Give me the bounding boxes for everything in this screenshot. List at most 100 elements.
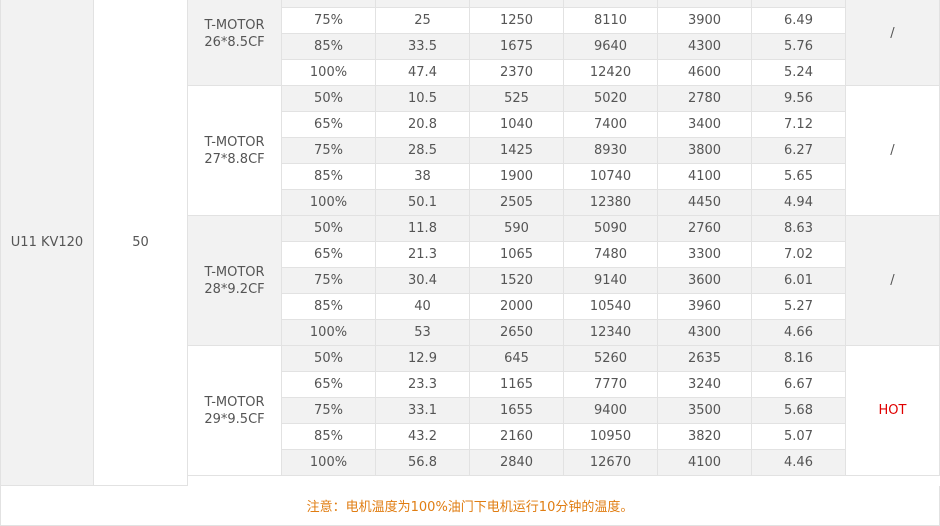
power-cell: 2160 [470,424,564,450]
motor-model-cell: U11 KV120 [0,0,94,486]
power-cell: 1425 [470,138,564,164]
thrust-cell: 8930 [564,138,658,164]
temperature-note-cell: HOT [846,346,940,476]
efficiency-cell: 6.01 [752,268,846,294]
efficiency-cell: 7.02 [752,242,846,268]
thrust-cell: 5090 [564,216,658,242]
throttle-cell: 50% [282,346,376,372]
thrust-cell: 9400 [564,398,658,424]
throttle-cell: 50% [282,86,376,112]
current-cell: 25 [376,8,470,34]
power-cell: 1040 [470,112,564,138]
thrust-cell: 7770 [564,372,658,398]
propeller-brand: T-MOTOR [204,134,265,150]
throttle-cell: 85% [282,34,376,60]
thrust-cell: 7400 [564,112,658,138]
current-cell: 33.5 [376,34,470,60]
efficiency-cell: 4.66 [752,320,846,346]
current-cell: 20.8 [376,112,470,138]
thrust-cell: 5020 [564,86,658,112]
efficiency-cell: 5.68 [752,398,846,424]
thrust-cell: 9640 [564,34,658,60]
throttle-cell: 65% [282,242,376,268]
efficiency-cell: 7.32 [752,0,846,8]
rpm-cell: 3400 [658,112,752,138]
throttle-cell: 75% [282,398,376,424]
efficiency-cell: 5.65 [752,164,846,190]
propeller-size: 27*8.8CF [204,151,265,167]
thrust-cell: 10950 [564,424,658,450]
thrust-cell: 10540 [564,294,658,320]
throttle-cell: 65% [282,372,376,398]
power-cell: 1655 [470,398,564,424]
throttle-cell: 85% [282,294,376,320]
thrust-cell: 12340 [564,320,658,346]
efficiency-cell: 5.27 [752,294,846,320]
throttle-cell: 100% [282,320,376,346]
efficiency-cell: 6.67 [752,372,846,398]
rpm-cell: 3960 [658,294,752,320]
current-cell: 38 [376,164,470,190]
propeller-brand: T-MOTOR [204,17,265,33]
efficiency-cell: 5.24 [752,60,846,86]
power-cell: 2840 [470,450,564,476]
efficiency-cell: 8.16 [752,346,846,372]
propeller-brand: T-MOTOR [204,394,265,410]
rpm-cell: 3900 [658,8,752,34]
throttle-cell: 50% [282,216,376,242]
throttle-cell: 85% [282,164,376,190]
current-cell: 23.3 [376,372,470,398]
power-cell: 1675 [470,34,564,60]
footer-note: 注意：电机温度为100%油门下电机运行10分钟的温度。 [0,486,940,526]
rpm-cell: 4100 [658,450,752,476]
rpm-cell: 4100 [658,164,752,190]
rpm-cell: 3240 [658,372,752,398]
power-cell: 1520 [470,268,564,294]
rpm-cell: 3600 [658,268,752,294]
current-cell: 28.5 [376,138,470,164]
efficiency-cell: 5.07 [752,424,846,450]
current-cell: 47.4 [376,60,470,86]
power-cell: 1900 [470,164,564,190]
efficiency-cell: 6.27 [752,138,846,164]
rpm-cell: 4300 [658,34,752,60]
throttle-cell: 65% [282,112,376,138]
voltage-cell: 50 [94,0,188,486]
rpm-cell: 3300 [658,242,752,268]
propeller-size: 28*9.2CF [204,281,265,297]
thrust-cell: 12670 [564,450,658,476]
propeller-cell: T-MOTOR 28*9.2CF [188,216,282,346]
propeller-cell: T-MOTOR 26*8.5CF [188,0,282,86]
current-cell: 30.4 [376,268,470,294]
thrust-cell: 9140 [564,268,658,294]
current-cell: 56.8 [376,450,470,476]
efficiency-cell: 4.46 [752,450,846,476]
efficiency-cell: 5.76 [752,34,846,60]
thrust-cell: 12380 [564,190,658,216]
propeller-size: 29*9.5CF [204,411,265,427]
power-cell: 2650 [470,320,564,346]
rpm-cell: 3800 [658,138,752,164]
current-cell: 53 [376,320,470,346]
rpm-cell: 2780 [658,86,752,112]
thrust-cell: 7480 [564,242,658,268]
current-cell: 10.5 [376,86,470,112]
throttle-cell: 65% [282,0,376,8]
current-cell: 12.9 [376,346,470,372]
power-cell: 645 [470,346,564,372]
power-cell: 2370 [470,60,564,86]
power-cell: 1250 [470,8,564,34]
throttle-cell: 100% [282,190,376,216]
rpm-cell: 3500 [658,398,752,424]
rpm-cell: 3600 [658,0,752,8]
throttle-cell: 85% [282,424,376,450]
temperature-note-cell: / [846,0,940,86]
throttle-cell: 100% [282,60,376,86]
rpm-cell: 4450 [658,190,752,216]
power-cell: 2000 [470,294,564,320]
current-cell: 33.1 [376,398,470,424]
rpm-cell: 4300 [658,320,752,346]
current-cell: 11.8 [376,216,470,242]
current-cell: 50.1 [376,190,470,216]
